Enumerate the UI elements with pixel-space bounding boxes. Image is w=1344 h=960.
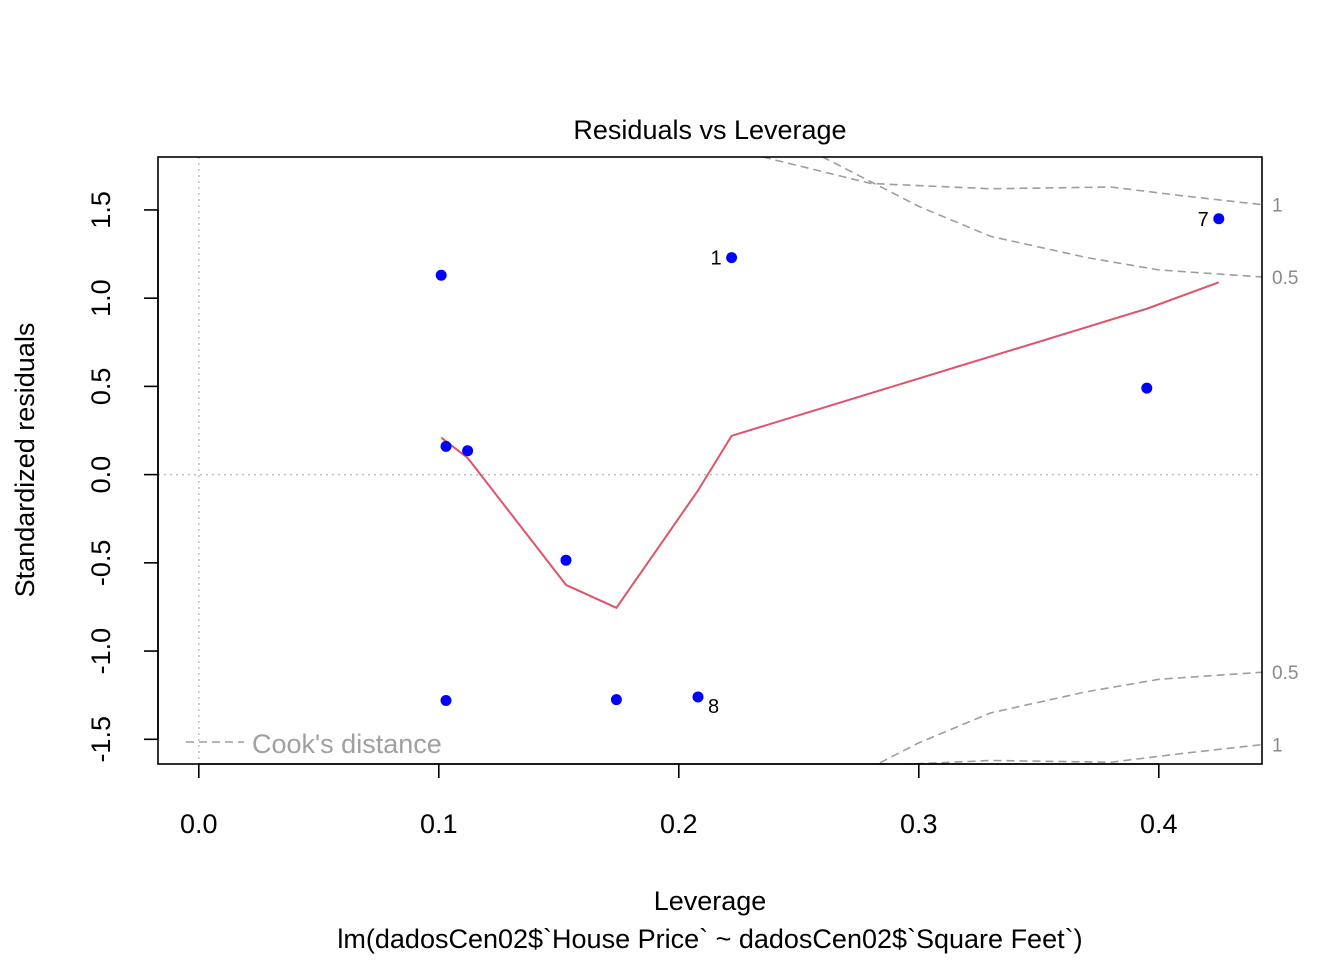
data-point-3 <box>462 445 474 457</box>
x-axis-label: Leverage <box>654 886 767 916</box>
y-tick-label: 1.5 <box>86 191 116 229</box>
point-label-1: 1 <box>710 248 721 270</box>
data-point-9 <box>1141 382 1153 394</box>
cooks-contour-0_5-upper <box>820 157 1262 278</box>
point-label-7: 7 <box>1198 209 1209 231</box>
smooth-line-group <box>440 281 1220 610</box>
plot-frame <box>157 156 1263 765</box>
smooth-line <box>440 281 1220 610</box>
x-tick-label: 0.1 <box>420 809 458 839</box>
x-tick-label: 0.0 <box>180 809 218 839</box>
x-tick-label: 0.2 <box>660 809 698 839</box>
y-tick-label: 1.0 <box>86 279 116 317</box>
cooks-label-1-lower: 1 <box>1272 736 1283 757</box>
x-tick-label: 0.3 <box>900 809 938 839</box>
cooks-contour-1-lower <box>892 743 1262 764</box>
reference-lines <box>158 157 1262 764</box>
y-tick-label: 0.5 <box>86 368 116 406</box>
cooks-contour-1-upper <box>762 157 1262 206</box>
data-point-5 <box>440 694 452 706</box>
y-axis: -1.5 -1.0 -0.5 0.0 0.5 1.0 1.5 <box>86 191 159 763</box>
data-points: 8 1 7 <box>435 209 1225 718</box>
y-tick-label: -1.0 <box>86 628 116 675</box>
data-point-2 <box>440 440 452 452</box>
data-point-7 <box>692 691 704 703</box>
y-axis-label: Standardized residuals <box>10 323 40 598</box>
cooks-label-1-upper: 1 <box>1272 196 1283 217</box>
y-tick-label: -1.5 <box>86 716 116 763</box>
cooks-distance-contours <box>762 157 1262 764</box>
data-point-1 <box>435 269 447 281</box>
cooks-contour-0_5-lower <box>875 671 1262 764</box>
data-point-6 <box>610 694 622 706</box>
x-axis: 0.0 0.1 0.2 0.3 0.4 <box>180 763 1178 839</box>
y-tick-label: -0.5 <box>86 540 116 587</box>
y-tick-label: 0.0 <box>86 456 116 494</box>
x-tick-label: 0.4 <box>1140 809 1178 839</box>
cooks-distance-labels: 1 1 0.5 0.5 <box>1272 196 1298 757</box>
legend-cooks-label: Cook's distance <box>252 729 442 759</box>
point-label-8: 8 <box>708 696 719 718</box>
cooks-label-0_5-upper: 0.5 <box>1272 268 1298 289</box>
model-formula-subtitle: lm(dadosCen02$`House Price` ~ dadosCen02… <box>337 924 1082 954</box>
data-point-10 <box>1213 213 1225 225</box>
data-point-8 <box>726 252 738 264</box>
legend: Cook's distance <box>186 729 442 759</box>
chart-title: Residuals vs Leverage <box>573 115 846 145</box>
data-point-4 <box>560 554 572 566</box>
cooks-label-0_5-lower: 0.5 <box>1272 663 1298 684</box>
